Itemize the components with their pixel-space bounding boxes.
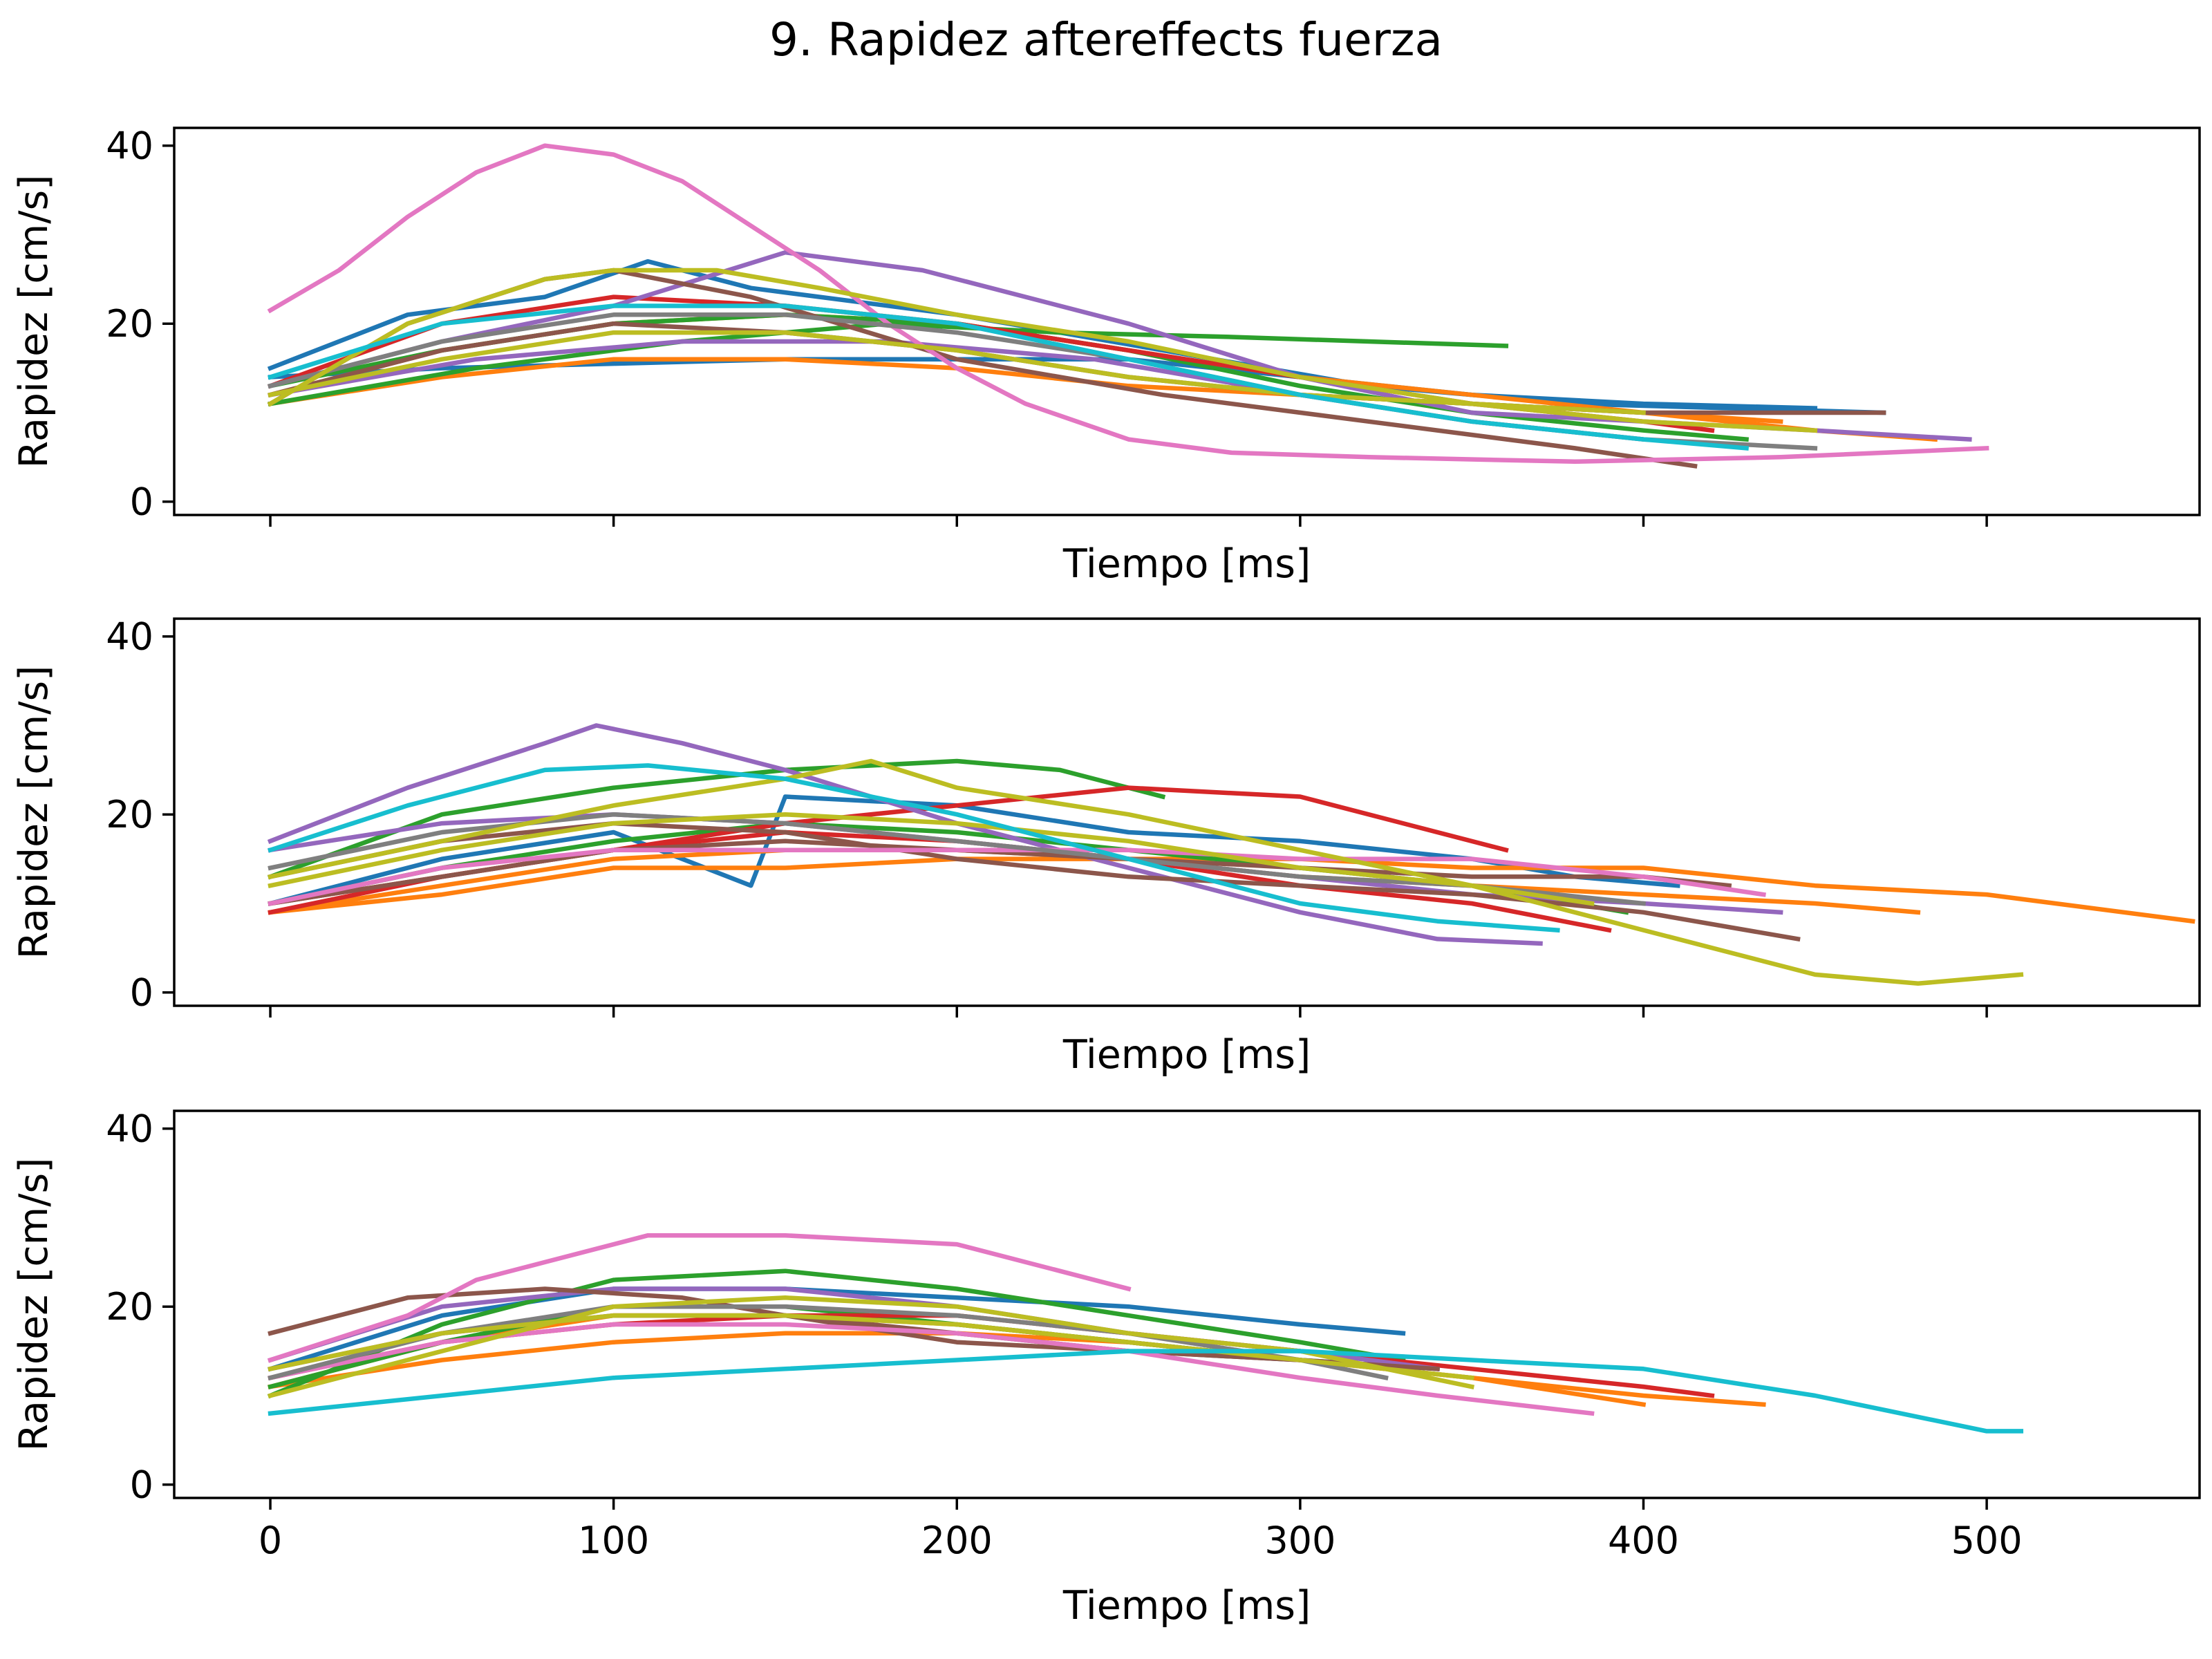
series-line-15 <box>268 1349 2024 1434</box>
x-tick-label: 300 <box>1264 1519 1335 1562</box>
series-line-8 <box>267 723 1543 946</box>
y-axis-label: Rapidez [cm/s] <box>11 666 57 959</box>
series-line-11 <box>268 838 1732 906</box>
figure-title: 9. Rapidez aftereffects fuerza <box>769 13 1443 66</box>
subplot-2: 0 20 40 Tiempo [ms] Rapidez [cm/s] <box>11 615 2201 1078</box>
series-group <box>267 723 2195 986</box>
x-axis-label: Tiempo [ms] <box>1062 541 1311 587</box>
y-tick-label: 0 <box>130 480 153 524</box>
axes-frame <box>173 617 2201 1007</box>
series-line-10 <box>268 821 1801 942</box>
x-axis-label: Tiempo [ms] <box>1062 1583 1311 1629</box>
series-line-14 <box>268 1313 1474 1380</box>
series-line-1 <box>268 1286 1406 1372</box>
series-line-4 <box>267 1268 1406 1399</box>
series-group <box>267 1232 2024 1434</box>
series-line-15 <box>268 812 1595 906</box>
y-tick-label: 40 <box>106 1107 153 1151</box>
panels: 0 20 40 Tiempo [ms] Rapidez [cm/s] 0 20 40 Tiemp… <box>11 124 2201 1629</box>
y-tick-label: 0 <box>130 971 153 1015</box>
subplot-3: 0 100 200 300 400 500 0 20 40 Tiempo [ms] Rapidez … <box>11 1107 2201 1629</box>
x-tick-label: 500 <box>1951 1519 2023 1562</box>
series-line-2 <box>268 1331 1766 1407</box>
series-line-14 <box>268 758 2024 986</box>
x-tick-label: 200 <box>921 1519 993 1562</box>
y-tick-label: 40 <box>106 615 153 659</box>
series-line-15 <box>268 330 1646 415</box>
x-tick-label: 0 <box>259 1519 282 1562</box>
series-line-13 <box>268 1295 1475 1398</box>
x-tick-label: 100 <box>578 1519 649 1562</box>
y-tick-label: 20 <box>106 793 153 836</box>
y-tick-label: 20 <box>106 1285 153 1329</box>
series-group <box>267 143 1989 469</box>
axes-frame <box>173 126 2201 516</box>
y-tick-label: 0 <box>130 1463 153 1507</box>
series-line-2 <box>267 259 1886 415</box>
series-line-16 <box>268 763 1560 933</box>
series-line-13 <box>268 812 1647 906</box>
axes-frame <box>173 1109 2201 1499</box>
x-axis-label: Tiempo [ms] <box>1062 1032 1311 1078</box>
y-axis-label: Rapidez [cm/s] <box>11 175 57 469</box>
subplot-1: 0 20 40 Tiempo [ms] Rapidez [cm/s] <box>11 124 2201 587</box>
y-axis-label: Rapidez [cm/s] <box>11 1158 57 1452</box>
x-tick-label: 400 <box>1608 1519 1679 1562</box>
series-line-16 <box>268 303 1750 451</box>
y-tick-label: 20 <box>106 302 153 346</box>
series-line-10 <box>268 1232 1132 1363</box>
y-tick-label: 40 <box>106 124 153 168</box>
